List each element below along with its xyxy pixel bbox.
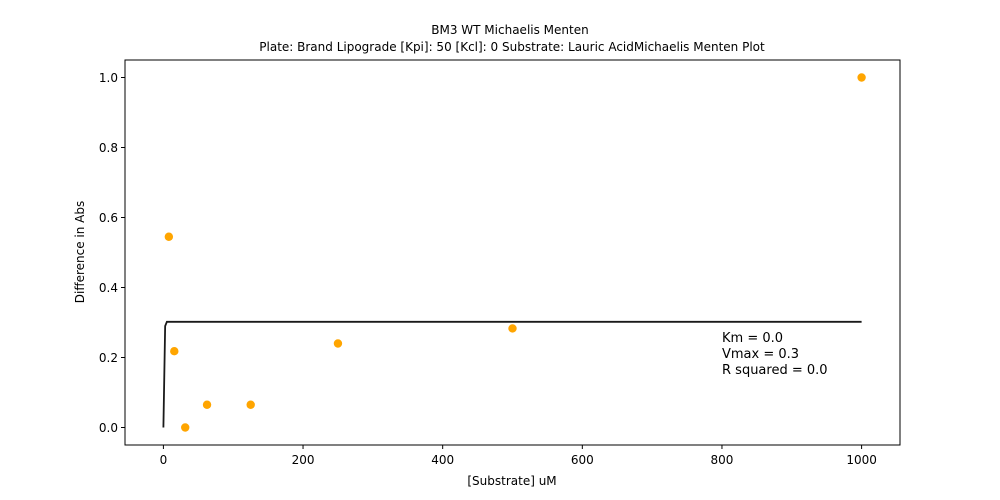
fit-annotation-line: R squared = 0.0 bbox=[722, 363, 828, 378]
x-tick-label: 1000 bbox=[846, 453, 877, 467]
x-tick-label: 600 bbox=[571, 453, 594, 467]
data-point bbox=[508, 324, 517, 333]
fit-line bbox=[162, 320, 862, 428]
plot-frame bbox=[124, 59, 901, 446]
y-tick-label: 0.8 bbox=[99, 141, 118, 155]
y-axis-label: Difference in Abs bbox=[73, 201, 87, 304]
y-tick-label: 0.6 bbox=[99, 211, 118, 225]
y-axis-ticks: 0.0 0.2 0.4 0.6 0.8 1.0 bbox=[99, 71, 125, 435]
data-point bbox=[202, 400, 212, 409]
x-tick-label: 200 bbox=[292, 453, 315, 467]
data-point bbox=[246, 400, 255, 409]
chart-subtitle: Plate: Brand Lipograde [Kpi]: 50 [Kcl]: … bbox=[259, 40, 765, 54]
data-point bbox=[170, 347, 179, 356]
x-axis-ticks: 0 200 400 600 800 1000 bbox=[160, 445, 877, 467]
y-tick-label: 0.4 bbox=[99, 281, 118, 295]
data-point bbox=[857, 73, 866, 82]
x-tick-label: 400 bbox=[431, 453, 454, 467]
y-tick-label: 0.0 bbox=[99, 421, 118, 435]
y-tick-label: 0.2 bbox=[99, 351, 118, 365]
fit-annotation-line: Vmax = 0.3 bbox=[722, 347, 799, 362]
chart-title: BM3 WT Michaelis Menten bbox=[431, 23, 588, 37]
fit-annotation-line: Km = 0.0 bbox=[722, 331, 783, 346]
plot-area bbox=[162, 73, 866, 432]
x-tick-label: 800 bbox=[711, 453, 734, 467]
data-point bbox=[181, 423, 190, 432]
data-point bbox=[164, 232, 174, 241]
x-tick-label: 0 bbox=[160, 453, 168, 467]
y-tick-label: 1.0 bbox=[99, 71, 118, 85]
x-axis-label: [Substrate] uM bbox=[467, 474, 556, 488]
data-point bbox=[333, 339, 343, 348]
